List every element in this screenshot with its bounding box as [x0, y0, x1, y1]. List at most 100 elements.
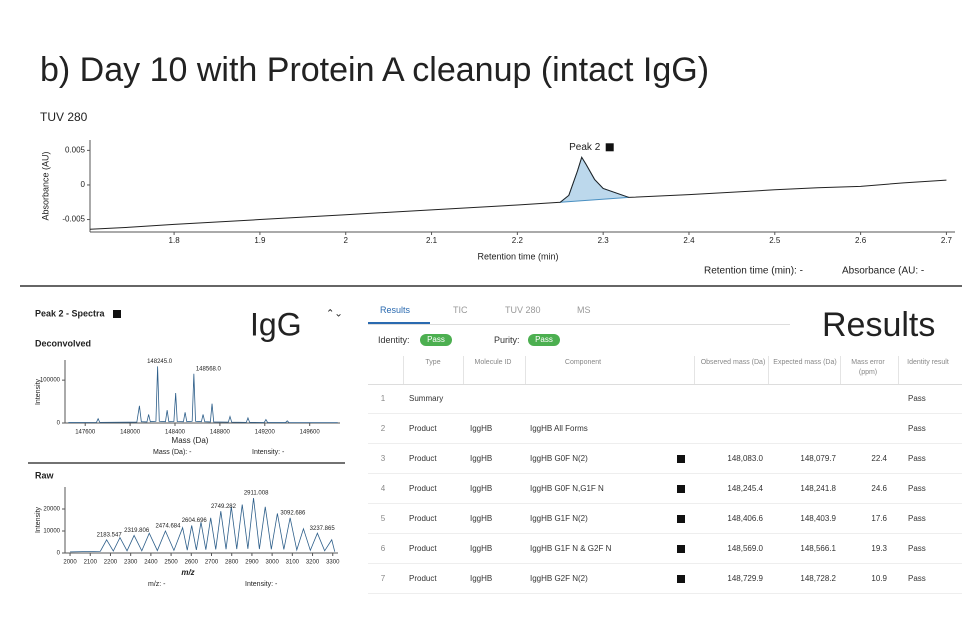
- column-header: Expected mass (Da): [773, 359, 837, 366]
- column-rule: [525, 356, 526, 384]
- x-tick-label: 3200: [306, 560, 320, 566]
- readout: m/z: -: [148, 581, 166, 588]
- table-cell: 148,566.1: [800, 544, 836, 553]
- color-square: [605, 143, 614, 152]
- chart-title: TUV 280: [40, 110, 88, 124]
- column-rule: [463, 356, 464, 384]
- x-tick-label: 2.3: [598, 236, 610, 245]
- column-rule: [403, 356, 404, 384]
- x-tick-label: 3000: [265, 560, 279, 566]
- table-cell: 22.4: [871, 454, 887, 463]
- table-cell: Product: [409, 544, 437, 553]
- readout: Mass (Da): -: [153, 449, 192, 456]
- y-tick-label: 10000: [43, 529, 60, 535]
- table-cell: 24.6: [871, 484, 887, 493]
- table-cell: 10.9: [871, 574, 887, 583]
- status-label: Purity:: [494, 335, 520, 345]
- page-title: b) Day 10 with Protein A cleanup (intact…: [40, 51, 709, 89]
- x-tick-label: 2.4: [683, 236, 695, 245]
- peak-annotation: 3237.865: [310, 526, 336, 532]
- table-cell: 148,241.8: [800, 484, 836, 493]
- table-cell: 148,079.7: [800, 454, 836, 463]
- table-cell: IggHB: [470, 484, 493, 493]
- sort-icon[interactable]: ⌃⌄: [326, 309, 343, 320]
- status-pill: Pass: [528, 334, 560, 346]
- column-rule: [898, 356, 899, 384]
- column-header: Molecule ID: [474, 359, 512, 366]
- tab[interactable]: MS: [577, 305, 591, 315]
- x-axis-label: Retention time (min): [477, 251, 558, 261]
- peak-label: Peak 2: [569, 142, 601, 153]
- chart-title: Raw: [35, 470, 55, 480]
- color-square: [677, 545, 685, 553]
- tab[interactable]: TUV 280: [505, 305, 541, 315]
- x-tick-label: 2700: [205, 560, 219, 566]
- table-cell: 5: [380, 514, 386, 523]
- table-cell: 4: [380, 484, 386, 493]
- x-tick-label: 148400: [165, 430, 186, 436]
- table-cell: 148,569.0: [727, 544, 763, 553]
- tab[interactable]: TIC: [453, 305, 468, 315]
- table-cell: Pass: [908, 424, 926, 433]
- tab-underline: [368, 322, 430, 324]
- x-tick-label: 147600: [75, 430, 96, 436]
- table-cell: IggHB All Forms: [530, 424, 588, 433]
- x-tick-label: 149200: [255, 430, 276, 436]
- series-line: [68, 366, 338, 424]
- table-cell: 3: [380, 454, 386, 463]
- x-tick-label: 2600: [185, 560, 199, 566]
- table-cell: Pass: [908, 574, 926, 583]
- table-cell: IggHB G1F N(2): [530, 514, 588, 523]
- peak-annotation: 2319.806: [124, 528, 150, 534]
- chart-title: Deconvolved: [35, 338, 91, 348]
- overlay-label: Results: [822, 306, 935, 344]
- table-cell: 148,729.9: [727, 574, 763, 583]
- x-tick-label: 3100: [286, 560, 300, 566]
- x-tick-label: 148800: [210, 430, 231, 436]
- table-cell: Product: [409, 424, 437, 433]
- readout: Intensity: -: [245, 581, 278, 588]
- peak-annotation: 148245.0: [147, 359, 173, 365]
- table-cell: Product: [409, 454, 437, 463]
- x-tick-label: 149600: [300, 430, 321, 436]
- y-tick-label: 100000: [40, 378, 61, 384]
- y-tick-label: 20000: [43, 507, 60, 513]
- y-tick-label: 0: [57, 421, 61, 427]
- tab[interactable]: Results: [380, 305, 411, 315]
- table-cell: Pass: [908, 454, 926, 463]
- x-tick-label: 2900: [245, 560, 259, 566]
- x-tick-label: 2.6: [855, 236, 867, 245]
- peak-annotation: 2911.008: [244, 491, 269, 497]
- table-cell: Pass: [908, 484, 926, 493]
- table-cell: 148,406.6: [727, 514, 763, 523]
- y-tick-label: 0: [81, 180, 86, 189]
- column-header: Mass error (ppm): [851, 359, 885, 376]
- row-rule: [368, 473, 962, 474]
- row-rule: [368, 563, 962, 564]
- y-axis-label: Intensity: [35, 378, 42, 405]
- table-cell: Summary: [409, 394, 444, 403]
- column-header: Component: [564, 359, 602, 366]
- table-cell: 6: [380, 544, 386, 553]
- header-rule: [368, 384, 962, 385]
- column-header: Identity result: [907, 359, 949, 366]
- readout: Absorbance (AU: -: [842, 266, 924, 277]
- x-tick-label: 2: [343, 236, 348, 245]
- readout: Intensity: -: [252, 449, 285, 456]
- table-cell: Product: [409, 574, 437, 583]
- x-tick-label: 1.8: [169, 236, 181, 245]
- table-cell: Pass: [908, 514, 926, 523]
- column-header: Type: [425, 359, 441, 366]
- x-tick-label: 2400: [144, 560, 158, 566]
- row-rule: [368, 413, 962, 414]
- peak-annotation: 2749.282: [211, 504, 237, 510]
- x-tick-label: 148000: [120, 430, 141, 436]
- table-cell: IggHB G0F N(2): [530, 454, 588, 463]
- table-cell: 148,083.0: [727, 454, 763, 463]
- x-tick-label: 2000: [63, 560, 77, 566]
- x-tick-label: 2.2: [512, 236, 524, 245]
- x-tick-label: 1.9: [254, 236, 266, 245]
- status-label: Identity:: [378, 335, 410, 345]
- table-cell: 148,728.2: [800, 574, 836, 583]
